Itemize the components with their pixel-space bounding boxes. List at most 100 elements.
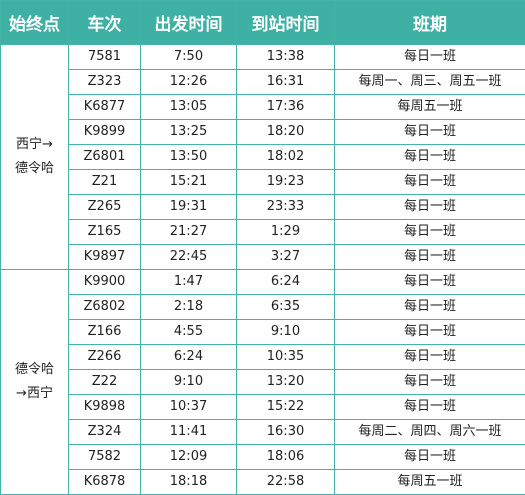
departure-time-cell: 18:18 (140, 469, 237, 495)
departure-time-cell: 7:50 (140, 44, 237, 70)
arrival-time-cell: 18:06 (236, 444, 335, 470)
table-body: 西宁→ 德令哈 7581 7:50 13:38 每日一班 Z323 12:26 16:31 每周一… (0, 44, 525, 495)
arrival-time-cell: 16:30 (236, 419, 335, 445)
table-row: Z265 19:31 23:33 每日一班 (1, 194, 525, 220)
table-row: Z21 15:21 19:23 每日一班 (1, 169, 525, 195)
schedule-cell: 每日一班 (334, 369, 525, 395)
train-number-cell: K9900 (68, 269, 141, 295)
departure-time-cell: 10:37 (140, 394, 237, 420)
schedule-cell: 每日一班 (334, 219, 525, 245)
table-row: K9899 13:25 18:20 每日一班 (1, 119, 525, 145)
header-train: 车次 (68, 0, 141, 45)
departure-time-cell: 9:10 (140, 369, 237, 395)
train-number-cell: Z323 (68, 69, 141, 95)
table-row: K6878 18:18 22:58 每周五一班 (1, 469, 525, 495)
departure-time-cell: 11:41 (140, 419, 237, 445)
schedule-cell: 每日一班 (334, 169, 525, 195)
departure-time-cell: 12:26 (140, 69, 237, 95)
arrival-time-cell: 6:24 (236, 269, 335, 295)
schedule-cell: 每日一班 (334, 319, 525, 345)
arrival-time-cell: 1:29 (236, 219, 335, 245)
departure-time-cell: 15:21 (140, 169, 237, 195)
train-number-cell: 7582 (68, 444, 141, 470)
departure-time-cell: 12:09 (140, 444, 237, 470)
train-number-cell: Z166 (68, 319, 141, 345)
table-row: Z324 11:41 16:30 每周二、周四、周六一班 (1, 419, 525, 445)
train-number-cell: Z6801 (68, 144, 141, 170)
schedule-cell: 每日一班 (334, 194, 525, 220)
table-row: 德令哈 →西宁 K9900 1:47 6:24 每日一班 (0, 269, 525, 495)
header-row: 始终点 车次 出发时间 到站时间 班期 (0, 0, 525, 45)
route-line-1: 西宁→ (16, 137, 53, 152)
train-number-cell: K9897 (68, 244, 141, 270)
departure-time-cell: 13:50 (140, 144, 237, 170)
schedule-cell: 每日一班 (334, 394, 525, 420)
schedule-cell: 每日一班 (334, 344, 525, 370)
arrival-time-cell: 22:58 (236, 469, 335, 495)
arrival-time-cell: 3:27 (236, 244, 335, 270)
table-row: 7582 12:09 18:06 每日一班 (1, 444, 525, 470)
table-row: Z166 4:55 9:10 每日一班 (1, 319, 525, 345)
departure-time-cell: 1:47 (140, 269, 237, 295)
arrival-time-cell: 6:35 (236, 294, 335, 320)
route-line-2: 德令哈 (14, 161, 54, 176)
schedule-cell: 每周二、周四、周六一班 (334, 419, 525, 445)
departure-time-cell: 22:45 (140, 244, 237, 270)
arrival-time-cell: 15:22 (236, 394, 335, 420)
table-row: 西宁→ 德令哈 7581 7:50 13:38 每日一班 (0, 44, 525, 270)
table-row: Z22 9:10 13:20 每日一班 (1, 369, 525, 395)
train-number-cell: K9899 (68, 119, 141, 145)
header-schedule: 班期 (334, 0, 525, 45)
table-row: K6877 13:05 17:36 每周五一班 (1, 94, 525, 120)
table-row: Z6801 13:50 18:02 每日一班 (1, 144, 525, 170)
schedule-cell: 每日一班 (334, 294, 525, 320)
train-number-cell: K6878 (68, 469, 141, 495)
train-number-cell: 7581 (68, 44, 141, 70)
schedule-cell: 每周五一班 (334, 469, 525, 495)
arrival-time-cell: 16:31 (236, 69, 335, 95)
route-cell: 西宁→ 德令哈 (0, 44, 69, 270)
schedule-cell: 每日一班 (334, 144, 525, 170)
arrival-time-cell: 23:33 (236, 194, 335, 220)
departure-time-cell: 13:05 (140, 94, 237, 120)
arrival-time-cell: 19:23 (236, 169, 335, 195)
schedule-cell: 每日一班 (334, 244, 525, 270)
route-line-1: 德令哈 (14, 362, 54, 377)
table-row: Z6802 2:18 6:35 每日一班 (1, 294, 525, 320)
table-row: Z165 21:27 1:29 每日一班 (1, 219, 525, 245)
departure-time-cell: 6:24 (140, 344, 237, 370)
train-number-cell: Z22 (68, 369, 141, 395)
train-number-cell: Z266 (68, 344, 141, 370)
arrival-time-cell: 13:38 (236, 44, 335, 70)
schedule-cell: 每日一班 (334, 44, 525, 70)
table-row: Z266 6:24 10:35 每日一班 (1, 344, 525, 370)
arrival-time-cell: 18:20 (236, 119, 335, 145)
train-number-cell: Z265 (68, 194, 141, 220)
table-row: Z323 12:26 16:31 每周一、周三、周五一班 (1, 69, 525, 95)
train-number-cell: Z165 (68, 219, 141, 245)
table-header: 始终点 车次 出发时间 到站时间 班期 (0, 0, 525, 45)
train-number-cell: Z6802 (68, 294, 141, 320)
arrival-time-cell: 13:20 (236, 369, 335, 395)
arrival-time-cell: 9:10 (236, 319, 335, 345)
arrival-time-cell: 18:02 (236, 144, 335, 170)
route-line-2: →西宁 (16, 386, 53, 401)
train-number-cell: K9898 (68, 394, 141, 420)
departure-time-cell: 13:25 (140, 119, 237, 145)
departure-time-cell: 21:27 (140, 219, 237, 245)
departure-time-cell: 4:55 (140, 319, 237, 345)
departure-time-cell: 2:18 (140, 294, 237, 320)
header-depart: 出发时间 (140, 0, 237, 45)
schedule-cell: 每日一班 (334, 119, 525, 145)
schedule-cell: 每日一班 (334, 269, 525, 295)
departure-time-cell: 19:31 (140, 194, 237, 220)
table-row: K9897 22:45 3:27 每日一班 (1, 244, 525, 270)
train-number-cell: Z21 (68, 169, 141, 195)
arrival-time-cell: 17:36 (236, 94, 335, 120)
arrival-time-cell: 10:35 (236, 344, 335, 370)
schedule-cell: 每日一班 (334, 444, 525, 470)
header-route: 始终点 (0, 0, 69, 45)
header-arrive: 到站时间 (236, 0, 335, 45)
train-number-cell: K6877 (68, 94, 141, 120)
